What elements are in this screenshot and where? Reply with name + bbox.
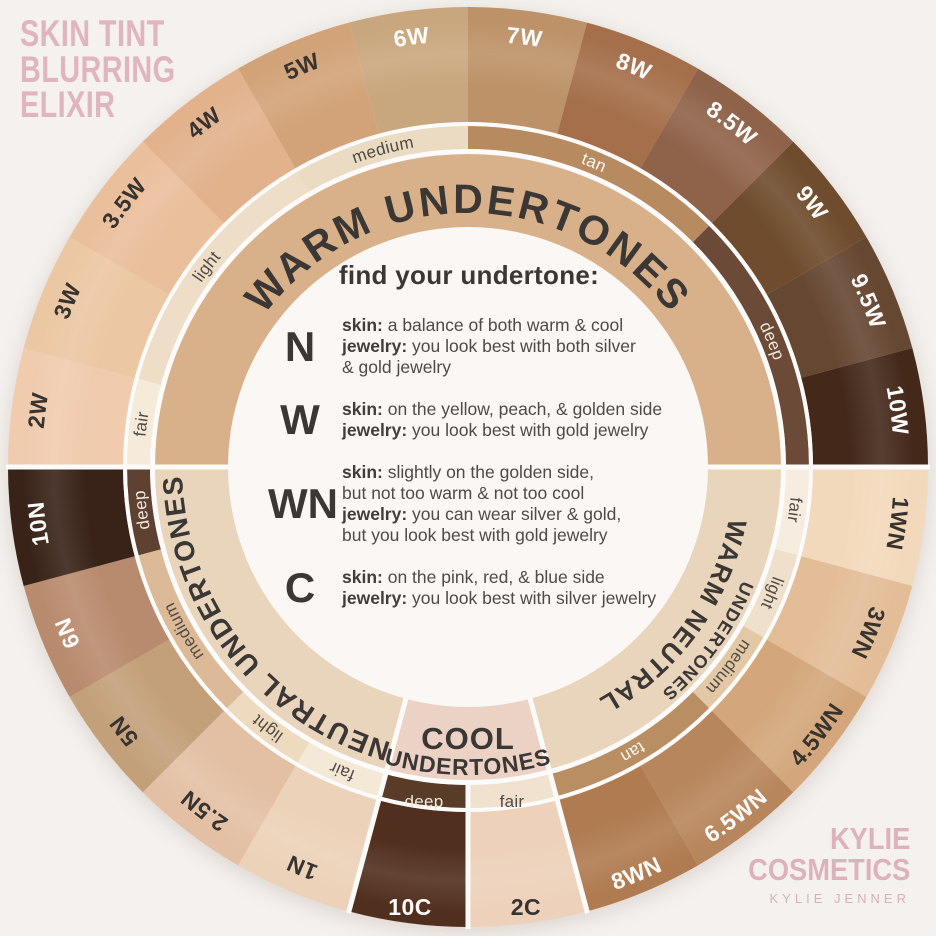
shade-label-2C: 2C <box>511 894 541 920</box>
undertone-description: skin: on the pink, red, & blue side jewel… <box>342 567 657 608</box>
center-circle <box>228 227 708 707</box>
shade-label-10N: 10N <box>22 500 54 547</box>
shade-label-10C: 10C <box>388 894 432 920</box>
section-separator <box>527 696 590 914</box>
legend-heading: find your undertone: <box>338 260 600 290</box>
depth-label-fair: fair <box>130 410 152 437</box>
product-title: SKIN TINT BLURRING ELIXIR <box>20 13 176 126</box>
shade-label-6W: 6W <box>392 22 431 53</box>
undertone-row-WN: WN skin: slightly on the golden side, but … <box>268 462 670 546</box>
brand-name: KYLIE COSMETICS <box>747 821 910 887</box>
section-title-cool: COOL <box>421 721 515 756</box>
depth-label-fair: fair <box>500 792 525 811</box>
product-title-line: SKIN TINT <box>20 13 165 54</box>
undertone-letter: N <box>284 322 316 370</box>
undertone-description: skin: slightly on the golden side, but no… <box>342 462 622 545</box>
shade-label-2W: 2W <box>23 391 53 430</box>
depth-label-deep: deep <box>404 792 443 811</box>
product-title-line: ELIXIR <box>20 84 116 126</box>
brand-block: KYLIE COSMETICS KYLIE JENNER <box>726 823 910 906</box>
undertone-letter: WN <box>268 480 338 527</box>
undertone-description: skin: on the yellow, peach, & golden sid… <box>342 399 663 440</box>
brand-subtitle: KYLIE JENNER <box>769 891 910 906</box>
depth-label-fair: fair <box>783 497 805 524</box>
undertone-letter: W <box>280 396 320 443</box>
undertone-description: skin: a balance of both warm & cool jewel… <box>342 315 636 377</box>
shade-label-7W: 7W <box>505 22 544 52</box>
product-title-line: BLURRING <box>20 48 176 90</box>
undertone-letter: C <box>284 564 316 611</box>
section-separator <box>346 696 409 914</box>
